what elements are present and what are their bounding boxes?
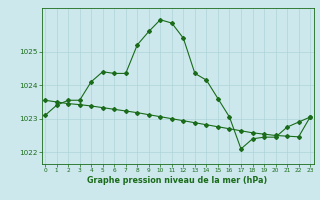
X-axis label: Graphe pression niveau de la mer (hPa): Graphe pression niveau de la mer (hPa)	[87, 176, 268, 185]
